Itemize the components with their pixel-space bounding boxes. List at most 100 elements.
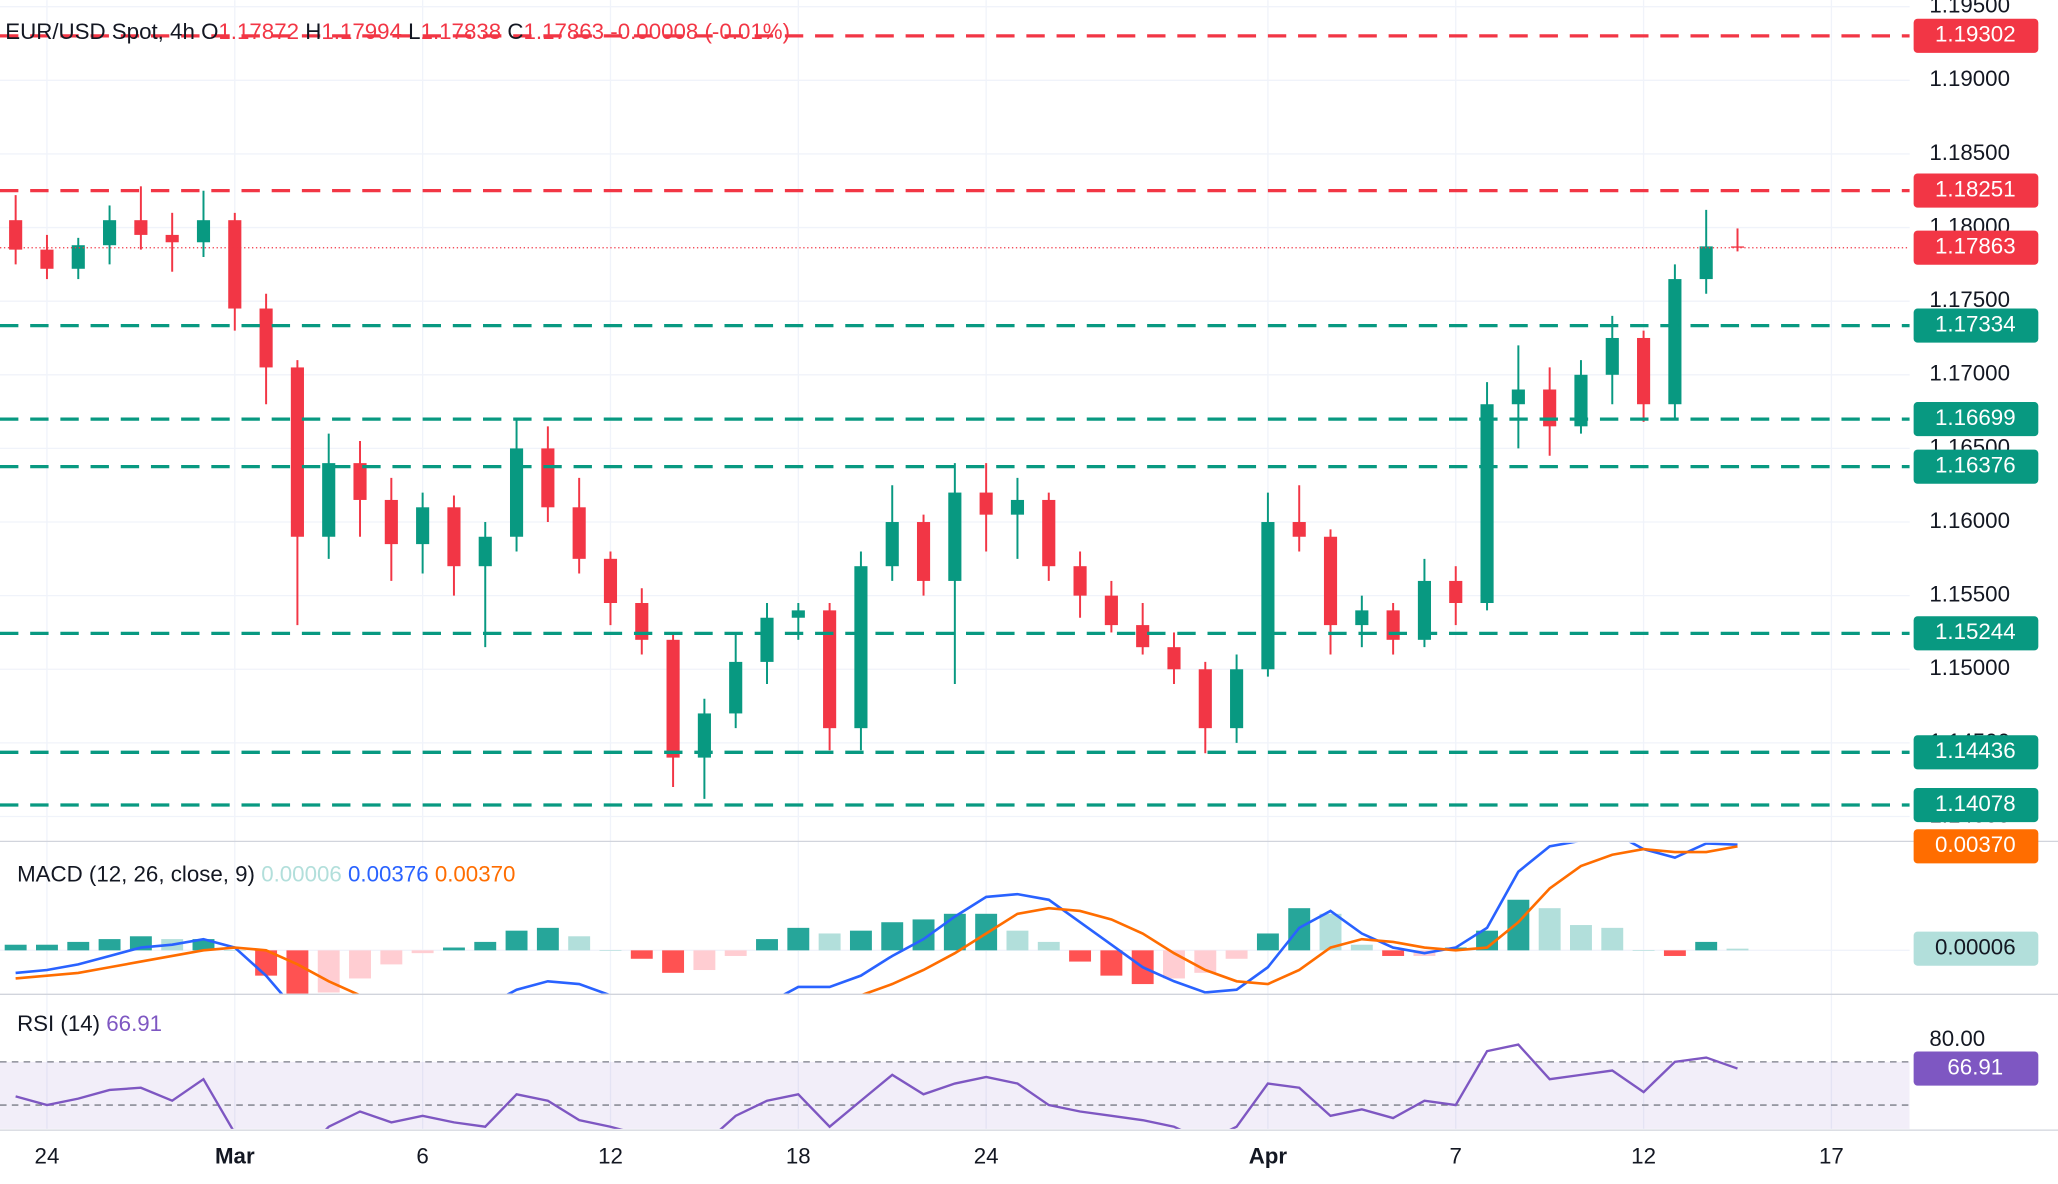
histogram-bar [1663,950,1686,956]
candle-body [416,507,430,545]
symbol-legend: EUR/USD Spot, 4h O1.17872 H1.17994 L1.17… [5,19,790,44]
candle-body [1449,580,1463,604]
candle-body [40,249,54,269]
candle-body [572,507,586,559]
level-label: 1.17334 [1935,311,2016,336]
candle-body [165,234,179,243]
candle-body [1417,580,1432,640]
histogram-bar [662,950,685,973]
rsi-value: 66.91 [106,1011,162,1036]
candle-body [196,220,211,243]
level-label: 1.19302 [1935,22,2016,47]
histogram-bar [1256,933,1279,951]
level-label: 1.16699 [1935,405,2016,430]
level-label-box [1913,616,2039,651]
y-tick-label: 1.17000 [1929,361,2010,386]
x-tick-label: 17 [1819,1144,1844,1169]
level-label: 1.15244 [1935,619,2016,644]
candle-body [979,492,993,515]
candle-body [9,220,23,250]
candle-body [1668,279,1682,405]
y-tick-label: 1.19500 [1929,0,2010,18]
histogram-bar [1632,950,1655,951]
y-tick-label: 1.15500 [1929,582,2010,607]
level-label-box [1913,449,2039,484]
ohlc-value: 1.17872 [218,19,299,44]
histogram-bar [1726,948,1749,951]
histogram-bar [36,944,58,951]
macd-pane [0,842,1910,994]
histogram-bar [317,950,340,993]
candle-body [823,610,837,729]
histogram-bar [192,939,215,951]
level-label-box [1913,787,2039,823]
histogram-bar [599,950,622,951]
y-tick-label: 1.16000 [1929,508,2010,533]
candle-body [71,245,85,269]
histogram-bar [223,950,246,951]
candle-body [948,492,962,581]
signal-label-box [1913,829,2039,864]
candle-body [1230,669,1244,729]
histogram-bar [411,950,434,954]
candle-body [791,610,805,618]
histogram-bar [1350,944,1373,951]
level-label: 1.18251 [1935,176,2016,201]
level-label-box [1913,18,2039,53]
candle-body [1073,566,1087,596]
candle-body [1355,610,1369,626]
x-tick-label: Apr [1249,1144,1288,1169]
symbol-title: EUR/USD Spot, 4h [5,19,195,44]
histogram-bar [1006,930,1029,951]
x-tick-label: 24 [35,1144,60,1169]
candle-body [1292,522,1306,537]
candle-body [290,367,304,537]
ohlc-value: 1.17863 [523,19,604,44]
candle-body [916,522,931,581]
ohlc-label: C [507,19,523,44]
candle-body [1699,246,1713,280]
candle-body [1637,337,1651,405]
histogram-bar [1037,941,1060,951]
candle-body [1198,669,1212,729]
macd-line [15,845,1738,994]
histogram-bar [349,950,371,979]
axes: 24Mar6121824Apr712171.140001.145001.1500… [35,0,2039,1169]
histogram-bar [1507,899,1530,951]
signal-value: 0.00370 [435,861,516,886]
x-tick-label: Mar [215,1144,255,1169]
candle-body [1323,536,1338,626]
histogram-bar [1695,941,1718,951]
level-label-box [1913,402,2039,437]
histogram-bar [1100,950,1123,976]
rsi-title: RSI (14) [17,1011,100,1036]
histogram-bar [67,941,90,951]
candle-body [1386,610,1400,640]
candle-body [134,220,148,235]
candle-body [1104,595,1118,626]
candle-body [697,713,711,758]
y-tick-label: 1.18500 [1929,140,2010,165]
rsi-tick-label: 80.00 [1929,1026,1985,1051]
histogram-bar [98,939,121,951]
y-tick-label: 1.19000 [1929,66,2010,91]
last-price-box [1913,230,2039,265]
macd-legend: MACD (12, 26, close, 9) 0.00006 0.00376 … [17,861,515,886]
histogram-bar [756,939,778,951]
x-tick-label: 12 [1631,1144,1656,1169]
signal-label: 0.00370 [1935,832,2016,857]
hist-value: 0.00006 [261,861,342,886]
candle-body [1480,404,1494,604]
candle-body [1010,499,1025,515]
change: -0.00008 (-0.01%) [610,19,790,44]
macd-title: MACD (12, 26, close, 9) [17,861,255,886]
x-tick-label: 12 [598,1144,623,1169]
histogram-bar [1225,950,1248,959]
hist-label-box [1913,931,2039,966]
candle-body [666,639,680,758]
histogram-bar [1570,925,1592,951]
ohlc-value: 1.17838 [421,19,502,44]
candle-body [353,463,367,500]
